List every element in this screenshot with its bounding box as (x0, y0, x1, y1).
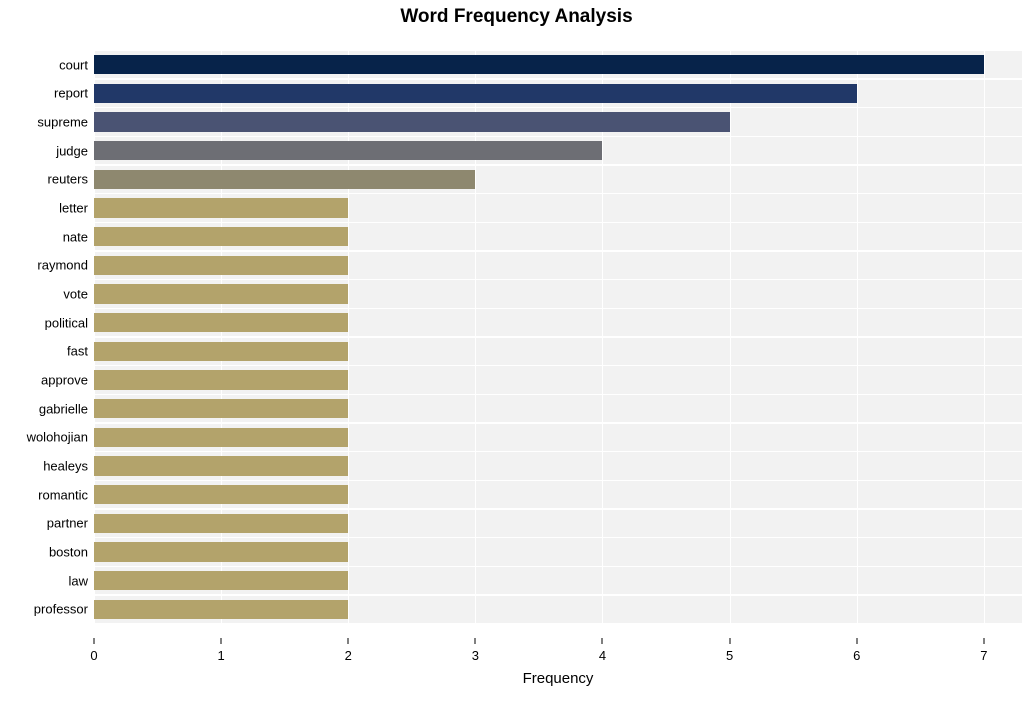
bar (94, 514, 348, 533)
x-tick-label: 2 (345, 648, 352, 663)
y-tick-label: nate (63, 229, 88, 244)
bar (94, 84, 857, 103)
x-tick-mark (221, 638, 222, 644)
y-tick-label: raymond (37, 258, 88, 273)
plot-area (94, 36, 1022, 638)
x-tick-label: 7 (980, 648, 987, 663)
bar (94, 600, 348, 619)
bar (94, 55, 984, 74)
y-tick-label: court (59, 57, 88, 72)
y-tick-label: partner (47, 516, 88, 531)
y-tick-label: law (68, 573, 88, 588)
x-tick-label: 3 (472, 648, 479, 663)
bar (94, 485, 348, 504)
chart-title: Word Frequency Analysis (0, 6, 1033, 28)
x-axis-label: Frequency (94, 670, 1022, 687)
x-tick-label: 4 (599, 648, 606, 663)
y-tick-label: fast (67, 344, 88, 359)
bar (94, 313, 348, 332)
y-tick-label: supreme (37, 115, 88, 130)
y-tick-label: wolohojian (27, 430, 88, 445)
x-tick-mark (475, 638, 476, 644)
bar (94, 256, 348, 275)
bar (94, 284, 348, 303)
bar (94, 399, 348, 418)
x-tick-label: 1 (217, 648, 224, 663)
bar (94, 170, 475, 189)
x-tick-mark (856, 638, 857, 644)
y-tick-label: healeys (43, 459, 88, 474)
y-tick-label: romantic (38, 487, 88, 502)
x-tick-label: 5 (726, 648, 733, 663)
y-tick-label: vote (63, 287, 88, 302)
y-tick-label: boston (49, 545, 88, 560)
bar (94, 198, 348, 217)
bar (94, 571, 348, 590)
x-tick-mark (602, 638, 603, 644)
x-tick-mark (348, 638, 349, 644)
y-tick-label: professor (34, 602, 88, 617)
bar (94, 342, 348, 361)
bar (94, 428, 348, 447)
plot-inner (94, 36, 1022, 638)
x-tick-mark (983, 638, 984, 644)
bar (94, 227, 348, 246)
x-grid-line (857, 36, 858, 638)
bar (94, 456, 348, 475)
x-tick-mark (729, 638, 730, 644)
y-tick-label: report (54, 86, 88, 101)
x-tick-mark (94, 638, 95, 644)
y-tick-label: gabrielle (39, 401, 88, 416)
x-tick-label: 6 (853, 648, 860, 663)
y-tick-label: letter (59, 201, 88, 216)
y-tick-label: political (45, 315, 88, 330)
x-tick-label: 0 (90, 648, 97, 663)
bar (94, 370, 348, 389)
y-tick-label: approve (41, 373, 88, 388)
bar (94, 542, 348, 561)
x-grid-line (984, 36, 985, 638)
word-frequency-chart: Word Frequency Analysis Frequency court r… (0, 0, 1033, 701)
y-tick-label: reuters (48, 172, 88, 187)
x-grid-line (730, 36, 731, 638)
bar (94, 112, 730, 131)
bar (94, 141, 602, 160)
y-tick-label: judge (56, 143, 88, 158)
